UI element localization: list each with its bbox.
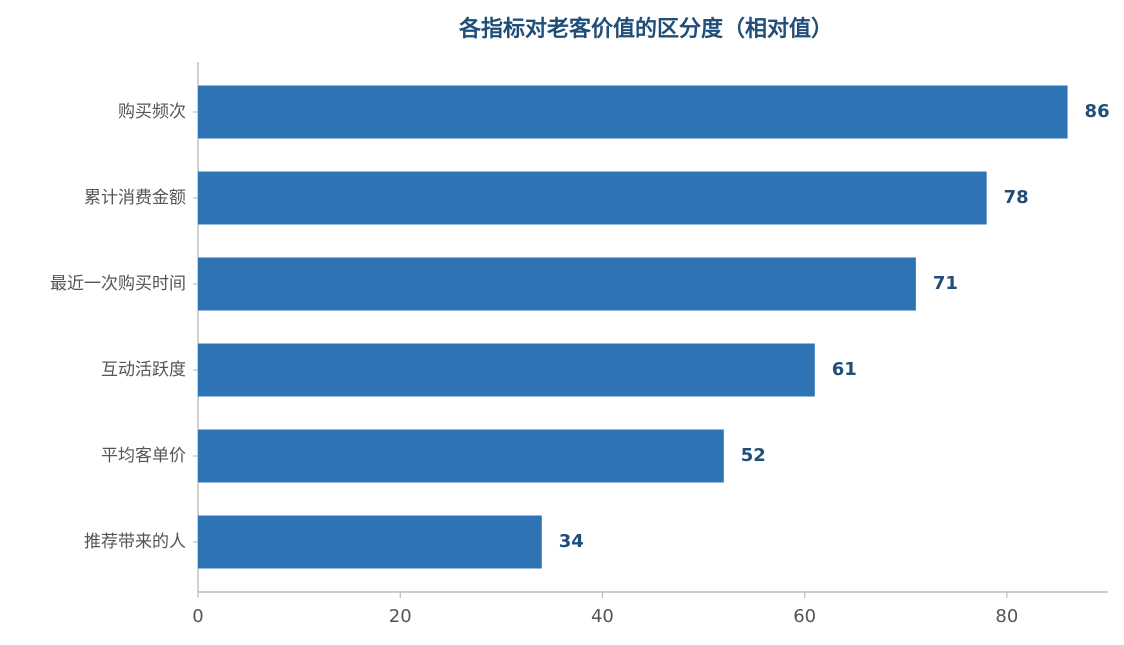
- value-label: 34: [559, 531, 584, 552]
- x-tick-label: 40: [591, 606, 614, 627]
- bar: [198, 257, 916, 311]
- value-label: 86: [1085, 101, 1110, 122]
- value-label: 71: [933, 273, 958, 294]
- y-tick-label: 平均客单价: [101, 446, 186, 466]
- y-tick-label: 最近一次购买时间: [50, 274, 186, 294]
- x-tick-label: 60: [793, 606, 816, 627]
- chart-title: 各指标对老客价值的区分度（相对值）: [458, 16, 833, 42]
- y-tick-label: 购买频次: [118, 102, 186, 122]
- bar: [198, 85, 1068, 139]
- x-tick-label: 80: [995, 606, 1018, 627]
- y-tick-label: 累计消费金额: [84, 188, 186, 208]
- y-tick-label: 互动活跃度: [101, 360, 186, 380]
- bar: [198, 515, 542, 569]
- value-label: 78: [1004, 187, 1029, 208]
- x-tick-label: 0: [192, 606, 203, 627]
- bar: [198, 429, 724, 483]
- value-label: 52: [741, 445, 766, 466]
- value-label: 61: [832, 359, 857, 380]
- bar: [198, 171, 987, 225]
- y-tick-label: 推荐带来的人: [84, 532, 186, 552]
- bar: [198, 343, 815, 397]
- x-tick-label: 20: [389, 606, 412, 627]
